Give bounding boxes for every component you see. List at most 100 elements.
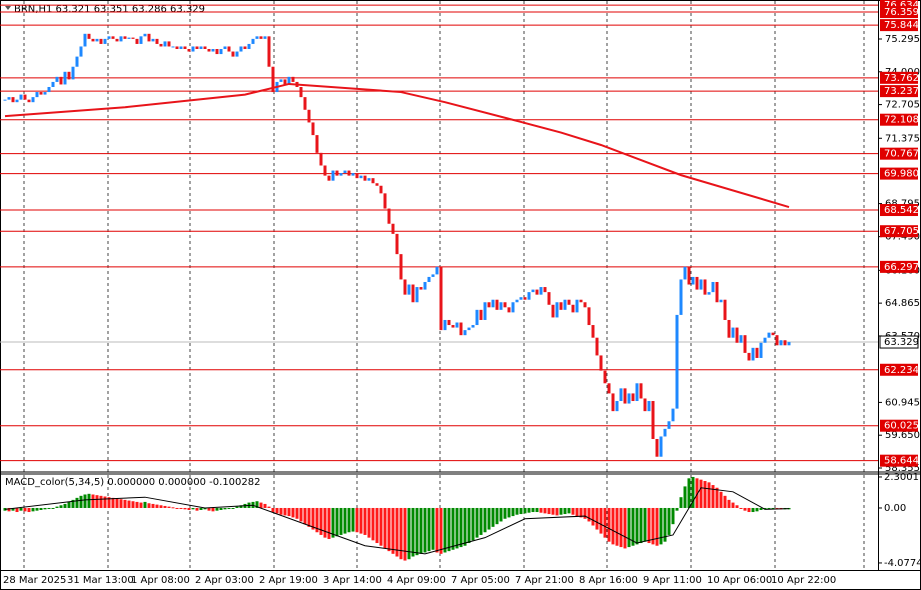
candle xyxy=(539,287,543,295)
candle xyxy=(31,97,35,103)
candle xyxy=(175,46,179,50)
macd-bar xyxy=(295,507,299,519)
candle xyxy=(647,401,651,412)
macd-bar xyxy=(183,507,187,510)
candle xyxy=(163,41,167,47)
macd-bar xyxy=(547,507,551,515)
macd-bar xyxy=(723,495,727,508)
candle xyxy=(407,284,411,295)
candle xyxy=(143,33,147,37)
macd-bar xyxy=(707,482,711,508)
macd-bar xyxy=(199,507,203,510)
candle xyxy=(151,38,155,42)
macd-bar xyxy=(95,495,99,508)
macd-bar xyxy=(639,507,643,544)
candle xyxy=(67,71,71,80)
macd-bar xyxy=(7,507,11,512)
candle xyxy=(691,276,695,285)
candle xyxy=(3,99,7,101)
macd-signal xyxy=(4,487,790,555)
time-label: 31 Mar 13:00 xyxy=(67,575,134,586)
level-label: 62.234 xyxy=(884,365,919,376)
macd-bar xyxy=(271,507,275,513)
macd-bar xyxy=(207,507,211,511)
level-label: 76.359 xyxy=(884,7,919,18)
macd-bar xyxy=(439,507,443,554)
level-label-box xyxy=(880,113,918,126)
macd-bar xyxy=(59,505,63,508)
macd-bar xyxy=(3,507,7,511)
macd-bar xyxy=(83,494,87,508)
macd-bar xyxy=(739,507,743,509)
macd-bar xyxy=(363,507,367,535)
candle xyxy=(707,292,711,295)
candle xyxy=(39,92,43,95)
macd-y-tick-label: 0.00 xyxy=(884,503,906,514)
macd-bar xyxy=(175,507,179,509)
macd-bar xyxy=(395,507,399,557)
candle xyxy=(555,302,559,318)
candle xyxy=(255,36,259,39)
macd-bar xyxy=(75,497,79,508)
candle xyxy=(715,281,719,303)
moving-average xyxy=(4,82,790,208)
candle xyxy=(287,76,291,85)
macd-bar xyxy=(695,478,699,508)
macd-bar xyxy=(635,507,639,545)
macd-bar xyxy=(71,499,75,508)
candle xyxy=(467,327,471,331)
candle xyxy=(475,309,479,326)
candle xyxy=(91,38,95,42)
macd-bar xyxy=(123,499,127,508)
candle xyxy=(519,297,523,300)
macd-bar xyxy=(319,507,323,535)
macd-bar xyxy=(171,507,175,509)
candle xyxy=(599,355,603,371)
macd-bar xyxy=(447,507,451,552)
candle xyxy=(439,266,443,331)
macd-bar xyxy=(767,507,771,509)
candle xyxy=(127,37,131,39)
level-label: 73.762 xyxy=(884,73,919,84)
y-tick-label: 58.355 xyxy=(885,463,920,474)
candle xyxy=(187,49,191,52)
macd-bar xyxy=(443,507,447,553)
macd-bar xyxy=(19,507,23,511)
candle xyxy=(71,66,75,80)
macd-bar xyxy=(315,507,319,533)
macd-bar xyxy=(627,507,631,548)
macd-bar xyxy=(459,507,463,548)
macd-bar xyxy=(775,507,779,509)
candle xyxy=(563,299,567,310)
macd-bar xyxy=(743,507,747,511)
candle xyxy=(119,36,123,42)
candle xyxy=(167,41,171,47)
candle xyxy=(623,388,627,404)
macd-bar xyxy=(203,507,207,510)
collapse-icon[interactable] xyxy=(5,6,11,10)
candle xyxy=(503,302,507,308)
macd-bar xyxy=(603,507,607,538)
candle xyxy=(423,281,427,290)
macd-bar xyxy=(763,507,767,510)
macd-title: MACD_color(5,34,5) 0.000000 0.000000 -0.… xyxy=(5,477,261,488)
candle xyxy=(679,279,683,315)
macd-bar xyxy=(679,497,683,508)
candle xyxy=(575,299,579,313)
candle xyxy=(383,193,387,209)
time-label: 7 Apr 05:00 xyxy=(451,575,510,586)
candle xyxy=(479,309,483,320)
chart-title: BRN,H1 63.321 63.351 63.286 63.329 xyxy=(14,4,205,15)
macd-bar xyxy=(407,507,411,560)
macd-bar xyxy=(419,507,423,554)
candle xyxy=(315,135,319,153)
candle xyxy=(227,46,231,52)
macd-bar xyxy=(291,507,295,518)
candle xyxy=(223,46,227,50)
candle xyxy=(19,94,23,100)
macd-bar xyxy=(79,495,83,508)
candle xyxy=(335,170,339,176)
candle xyxy=(719,299,723,303)
candle xyxy=(283,79,287,85)
macd-bar xyxy=(543,507,547,514)
